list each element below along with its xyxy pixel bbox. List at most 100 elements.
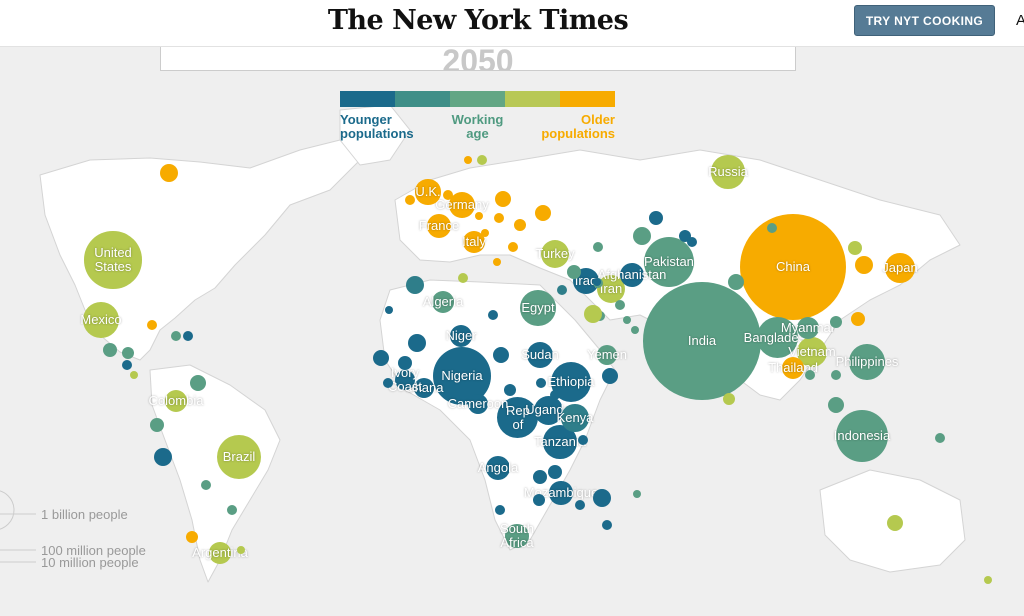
small-country-bubble[interactable]	[122, 347, 134, 359]
small-country-bubble[interactable]	[623, 316, 631, 324]
small-country-bubble[interactable]	[464, 156, 472, 164]
small-country-bubble[interactable]	[723, 393, 735, 405]
small-country-bubble[interactable]	[633, 227, 651, 245]
small-country-bubble[interactable]	[160, 164, 178, 182]
small-country-bubble[interactable]	[398, 356, 412, 370]
small-country-bubble[interactable]	[855, 256, 873, 274]
small-country-bubble[interactable]	[147, 320, 157, 330]
small-country-bubble[interactable]	[828, 397, 844, 413]
small-country-bubble[interactable]	[514, 219, 526, 231]
country-bubble-indonesia[interactable]: Indonesia	[834, 410, 890, 462]
country-bubble-ghana[interactable]: Ghana	[404, 377, 444, 399]
small-country-bubble[interactable]	[584, 305, 602, 323]
small-country-bubble[interactable]	[495, 505, 505, 515]
small-country-bubble[interactable]	[443, 190, 453, 200]
small-country-bubble[interactable]	[171, 331, 181, 341]
small-country-bubble[interactable]	[190, 375, 206, 391]
country-bubble-nigeria[interactable]: Nigeria	[433, 347, 491, 405]
small-country-bubble[interactable]	[615, 300, 625, 310]
small-country-bubble[interactable]	[602, 520, 612, 530]
small-country-bubble[interactable]	[385, 306, 393, 314]
small-country-bubble[interactable]	[475, 212, 483, 220]
country-bubble-bangladesh[interactable]: Bangladesh	[744, 317, 812, 359]
small-country-bubble[interactable]	[593, 489, 611, 507]
small-country-bubble[interactable]	[103, 343, 117, 357]
small-country-bubble[interactable]	[851, 312, 865, 326]
small-country-bubble[interactable]	[567, 265, 581, 279]
small-country-bubble[interactable]	[493, 347, 509, 363]
country-bubble-argentina[interactable]: Argentina	[192, 542, 248, 564]
country-bubble-south-africa[interactable]: South Africa	[500, 521, 534, 549]
small-country-bubble[interactable]	[593, 242, 603, 252]
small-country-bubble[interactable]	[493, 258, 501, 266]
small-country-bubble[interactable]	[557, 285, 567, 295]
country-bubble-u-k-[interactable]: U.K.	[415, 179, 441, 205]
country-bubble-china[interactable]: China	[739, 213, 847, 321]
small-country-bubble[interactable]	[649, 211, 663, 225]
nyt-logo[interactable]: The New York Times	[327, 5, 629, 36]
small-country-bubble[interactable]	[458, 273, 468, 283]
country-bubble-italy[interactable]: Italy	[462, 231, 486, 253]
country-bubble-afghanistan[interactable]: Afghanistan	[598, 262, 666, 288]
country-bubble-yemen[interactable]: Yemen	[587, 344, 627, 366]
small-country-bubble[interactable]	[602, 368, 618, 384]
small-country-bubble[interactable]	[183, 331, 193, 341]
small-country-bubble[interactable]	[237, 546, 245, 554]
small-country-bubble[interactable]	[631, 326, 639, 334]
small-country-bubble[interactable]	[383, 378, 393, 388]
small-country-bubble[interactable]	[548, 465, 562, 479]
country-bubble-egypt[interactable]: Egypt	[520, 290, 556, 326]
small-country-bubble[interactable]	[728, 274, 744, 290]
small-country-bubble[interactable]	[508, 242, 518, 252]
small-country-bubble[interactable]	[150, 418, 164, 432]
small-country-bubble[interactable]	[481, 229, 489, 237]
country-bubble-russia[interactable]: Russia	[708, 155, 748, 189]
small-country-bubble[interactable]	[935, 433, 945, 443]
country-bubble-mozambique[interactable]: Mozambique	[524, 481, 598, 505]
country-bubble-mexico[interactable]: Mexico	[80, 302, 122, 338]
small-country-bubble[interactable]	[550, 390, 560, 400]
small-country-bubble[interactable]	[830, 316, 842, 328]
small-country-bubble[interactable]	[405, 195, 415, 205]
small-country-bubble[interactable]	[406, 276, 424, 294]
small-country-bubble[interactable]	[687, 237, 697, 247]
small-country-bubble[interactable]	[533, 470, 547, 484]
country-bubble-brazil[interactable]: Brazil	[217, 435, 261, 479]
small-country-bubble[interactable]	[504, 384, 516, 396]
small-country-bubble[interactable]	[535, 205, 551, 221]
small-country-bubble[interactable]	[831, 370, 841, 380]
small-country-bubble[interactable]	[575, 500, 585, 510]
small-country-bubble[interactable]	[633, 490, 641, 498]
header-edge-text[interactable]: A	[1016, 12, 1024, 29]
country-bubble-dr-congo[interactable]: Rep of	[497, 397, 539, 439]
small-country-bubble[interactable]	[848, 241, 862, 255]
small-country-bubble[interactable]	[130, 371, 138, 379]
country-bubble-turkey[interactable]: Turkey	[535, 239, 575, 269]
country-bubble-myanmar[interactable]: Myanmar	[781, 316, 835, 340]
country-bubble-pakistan[interactable]: Pakistan	[643, 236, 695, 288]
country-bubble-germany[interactable]: Germany	[435, 192, 489, 218]
country-bubble-niger[interactable]: Niger	[445, 324, 477, 348]
small-country-bubble[interactable]	[887, 515, 903, 531]
small-country-bubble[interactable]	[494, 213, 504, 223]
small-country-bubble[interactable]	[154, 448, 172, 466]
small-country-bubble[interactable]	[767, 223, 777, 233]
country-bubble-algeria[interactable]: Algeria	[423, 291, 463, 313]
small-country-bubble[interactable]	[201, 480, 211, 490]
small-country-bubble[interactable]	[408, 334, 426, 352]
country-bubble-france[interactable]: France	[419, 213, 459, 239]
small-country-bubble[interactable]	[984, 576, 992, 584]
country-bubble-iraq[interactable]: Iraq	[573, 268, 599, 294]
country-bubble-japan[interactable]: Japan	[882, 253, 918, 283]
small-country-bubble[interactable]	[578, 435, 588, 445]
country-bubble-colombia[interactable]: Colombia	[149, 389, 203, 413]
small-country-bubble[interactable]	[122, 360, 132, 370]
country-bubble-cameroon[interactable]: Cameroon	[448, 393, 508, 415]
try-nyt-cooking-button[interactable]: TRY NYT COOKING	[854, 5, 995, 36]
small-country-bubble[interactable]	[227, 505, 237, 515]
small-country-bubble[interactable]	[488, 310, 498, 320]
country-bubble-uganda[interactable]: Uganda	[525, 395, 571, 425]
country-bubble-india[interactable]: India	[643, 282, 761, 400]
country-bubble-united-states[interactable]: United States	[84, 231, 142, 289]
country-bubble-kenya[interactable]: Kenya	[557, 404, 593, 432]
